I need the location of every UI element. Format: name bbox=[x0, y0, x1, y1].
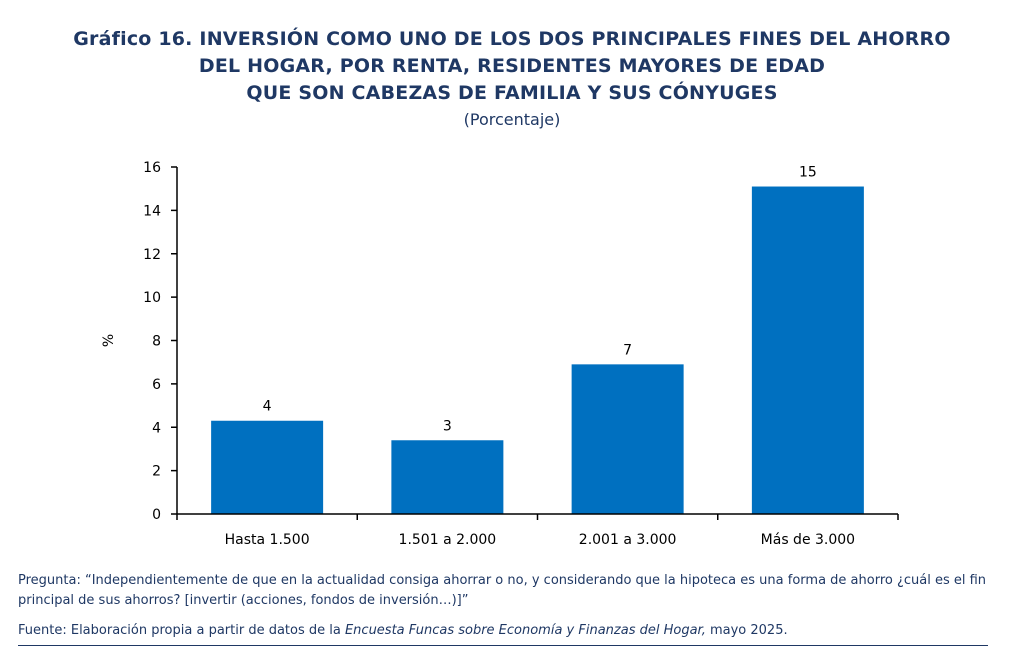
bar-chart: 4 Hasta 1.500 3 1.501 a 2.000 7 2.001 a 3.000… bbox=[101, 160, 899, 548]
source-suffix: mayo 2025. bbox=[705, 623, 788, 638]
bar-1 bbox=[391, 440, 504, 514]
y-tick-label-6: 12 bbox=[143, 247, 161, 263]
chart-title-line-2: DEL HOGAR, POR RENTA, RESIDENTES MAYORES… bbox=[198, 55, 826, 77]
chart-title-block: Gráfico 16. INVERSIÓN COMO UNO DE LOS DO… bbox=[0, 26, 1024, 131]
y-tick-label-2: 4 bbox=[152, 420, 161, 436]
y-tick-label-7: 14 bbox=[143, 203, 161, 219]
y-tick-label-3: 6 bbox=[152, 377, 161, 393]
y-tick-label-5: 10 bbox=[143, 290, 161, 306]
chart-title-line-3: QUE SON CABEZAS DE FAMILIA Y SUS CÓNYUGE… bbox=[246, 82, 778, 104]
footer-divider bbox=[18, 645, 988, 646]
x-tick-label-3: Más de 3.000 bbox=[761, 532, 855, 548]
survey-question-note: Pregunta: “Independientemente de que en … bbox=[18, 573, 987, 608]
chart-title-line-1: Gráfico 16. INVERSIÓN COMO UNO DE LOS DO… bbox=[73, 28, 951, 50]
chart-subtitle: (Porcentaje) bbox=[463, 110, 561, 129]
x-tick-label-2: 2.001 a 3.000 bbox=[579, 532, 677, 548]
source-survey-title: Encuesta Funcas sobre Economía y Finanza… bbox=[344, 623, 706, 638]
bar-2 bbox=[571, 364, 684, 514]
source-prefix: Fuente: Elaboración propia a partir de d… bbox=[18, 623, 345, 638]
data-label-1: 3 bbox=[443, 418, 452, 434]
x-tick-label-1: 1.501 a 2.000 bbox=[399, 532, 497, 548]
data-label-3: 15 bbox=[799, 165, 817, 181]
bar-3 bbox=[751, 186, 864, 515]
y-axis-label: % bbox=[101, 334, 117, 347]
source-note: Fuente: Elaboración propia a partir de d… bbox=[18, 621, 1008, 641]
y-tick-label-4: 8 bbox=[152, 334, 161, 350]
x-tick-label-0: Hasta 1.500 bbox=[225, 532, 310, 548]
y-tick-label-1: 2 bbox=[152, 464, 161, 480]
data-label-0: 4 bbox=[263, 399, 272, 415]
bar-0 bbox=[211, 420, 324, 514]
y-tick-label-8: 16 bbox=[143, 160, 161, 176]
y-tick-label-0: 0 bbox=[152, 507, 161, 523]
data-label-2: 7 bbox=[623, 342, 632, 358]
